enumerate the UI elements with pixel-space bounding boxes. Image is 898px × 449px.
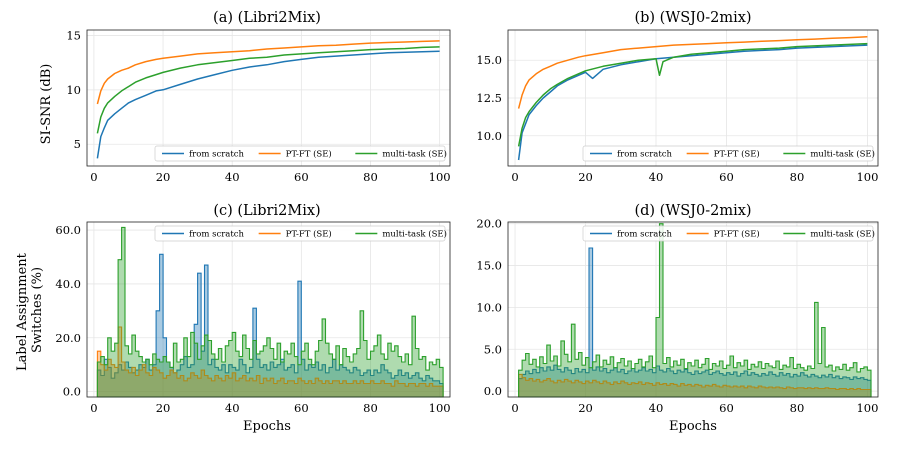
panel-d-xtick-label: 20 xyxy=(578,401,593,415)
panel-a-legend-label-0: from scratch xyxy=(189,150,245,160)
panel-d-xtick-label: 100 xyxy=(856,401,878,415)
panel-b-xtick-label: 20 xyxy=(578,170,593,184)
panel-a-legend-label-2: multi-task (SE) xyxy=(382,149,447,160)
panel-c: (c) (Libri2Mix) 0 20 40 60 80 100 0.0 20.0 40.0 6… xyxy=(15,203,451,434)
panel-c-ytick-label: 60.0 xyxy=(55,223,81,237)
panel-b-series-0-line xyxy=(517,44,868,161)
panel-c-xtick-label: 100 xyxy=(429,401,451,415)
panel-d-ytick-label: 20.0 xyxy=(476,217,502,231)
panel-a-frame xyxy=(86,29,451,167)
panel-a-ytick-label: 5 xyxy=(74,137,81,151)
panel-a-legend: from scratch PT-FT (SE) multi-task (SE) xyxy=(154,145,447,162)
panel-a: (a) (Libri2Mix) 0 20 40 60 80 100 5 10 15 from sc… xyxy=(39,10,451,184)
panel-d-xtick-label: 60 xyxy=(719,401,734,415)
panel-d-legend: from scratch PT-FT (SE) multi-task (SE) xyxy=(582,225,875,242)
panel-c-ylabel: Label Assignment Switches (%) xyxy=(15,249,45,371)
panel-b-ytick-label: 12.5 xyxy=(476,91,502,105)
panel-b-series-2-line xyxy=(517,42,868,147)
panel-a-ylabel: SI-SNR (dB) xyxy=(39,64,54,145)
panel-d-legend-label-0: from scratch xyxy=(617,230,673,240)
panel-b-title: (b) (WSJ0-2mix) xyxy=(634,10,751,26)
panel-d-legend-label-2: multi-task (SE) xyxy=(810,229,875,240)
panel-d-ytick-label: 15.0 xyxy=(476,259,502,273)
panel-a-legend-label-1: PT-FT (SE) xyxy=(286,149,332,160)
panel-c-frame xyxy=(86,221,451,398)
panel-c-xtick-label: 60 xyxy=(294,401,309,415)
panel-c-xtick-label: 80 xyxy=(363,401,378,415)
panel-d-ytick-label: 0.0 xyxy=(484,384,502,398)
panel-d-xtick-label: 40 xyxy=(649,401,664,415)
panel-c-xtick-label: 0 xyxy=(90,401,97,415)
panel-a-xtick-label: 20 xyxy=(156,170,171,184)
panel-d-ytick-label: 10.0 xyxy=(476,300,502,314)
panel-a-series-0-line xyxy=(96,50,440,159)
panel-d-ytick-label: 5.0 xyxy=(484,342,502,356)
panel-a-xtick-label: 60 xyxy=(294,170,309,184)
panel-c-ylabel-line1: Label Assignment xyxy=(15,252,30,371)
panel-a-series-1-line xyxy=(96,40,440,105)
panel-c-xtick-label: 40 xyxy=(225,401,240,415)
panel-a-ytick-label: 15 xyxy=(66,28,81,42)
panel-c-ylabel-line2: Switches (%) xyxy=(30,267,45,353)
panel-a-xtick-label: 0 xyxy=(90,170,97,184)
panel-b-legend: from scratch PT-FT (SE) multi-task (SE) xyxy=(582,145,875,162)
panel-a-xtick-label: 80 xyxy=(363,170,378,184)
panel-b: (b) (WSJ0-2mix) 0 20 40 60 80 100 10.0 12.5 15.0… xyxy=(476,10,878,184)
panel-c-series-0-area xyxy=(96,253,444,398)
panel-b-ytick-label: 15.0 xyxy=(476,53,502,67)
panel-c-legend-label-1: PT-FT (SE) xyxy=(286,229,332,240)
panel-c-series-1-area xyxy=(96,326,444,398)
panel-d-series-2-area xyxy=(518,223,872,398)
panel-c-legend-label-0: from scratch xyxy=(189,230,245,240)
panel-b-xtick-label: 40 xyxy=(649,170,664,184)
panel-d-legend-box xyxy=(582,225,874,242)
panel-a-xtick-label: 40 xyxy=(225,170,240,184)
panel-d-xtick-label: 0 xyxy=(511,401,518,415)
panel-d-xtick-label: 80 xyxy=(790,401,805,415)
panel-b-series-1-line xyxy=(517,36,868,109)
panel-c-title: (c) (Libri2Mix) xyxy=(213,203,320,219)
panel-b-ytick-label: 10.0 xyxy=(476,129,502,143)
panel-a-title: (a) (Libri2Mix) xyxy=(213,10,321,26)
panel-b-frame xyxy=(507,29,879,167)
panel-c-ytick-label: 40.0 xyxy=(55,277,81,291)
panel-d-series-1-area xyxy=(518,373,872,398)
panel-c-legend-label-2: multi-task (SE) xyxy=(382,229,447,240)
panel-b-xtick-label: 100 xyxy=(856,170,878,184)
panel-b-legend-label-0: from scratch xyxy=(617,150,673,160)
panel-d-frame xyxy=(507,221,879,398)
panel-c-legend-box xyxy=(154,225,446,242)
panel-b-legend-label-1: PT-FT (SE) xyxy=(714,149,760,160)
panel-b-xtick-label: 80 xyxy=(790,170,805,184)
panel-a-ytick-label: 10 xyxy=(66,83,81,97)
panel-c-xtick-label: 20 xyxy=(156,401,171,415)
panel-c-series-2-area xyxy=(96,226,444,398)
panel-d: (d) (WSJ0-2mix) 0 20 40 60 80 100 0.0 5.0 10.0 15… xyxy=(476,203,878,434)
panel-c-xlabel: Epochs xyxy=(243,419,291,434)
panel-c-ytick-label: 20.0 xyxy=(55,331,81,345)
panel-b-xtick-label: 0 xyxy=(511,170,518,184)
panel-b-legend-box xyxy=(582,145,874,162)
panel-c-ytick-label: 0.0 xyxy=(63,385,81,399)
panel-d-title: (d) (WSJ0-2mix) xyxy=(634,203,751,219)
panel-c-legend: from scratch PT-FT (SE) multi-task (SE) xyxy=(154,225,447,242)
panel-b-xtick-label: 60 xyxy=(719,170,734,184)
panel-d-legend-label-1: PT-FT (SE) xyxy=(714,229,760,240)
panel-b-legend-label-2: multi-task (SE) xyxy=(810,149,875,160)
panel-a-series-2-line xyxy=(96,46,440,134)
panel-a-xtick-label: 100 xyxy=(429,170,451,184)
panel-d-xlabel: Epochs xyxy=(669,419,717,434)
panel-a-legend-box xyxy=(154,145,446,162)
